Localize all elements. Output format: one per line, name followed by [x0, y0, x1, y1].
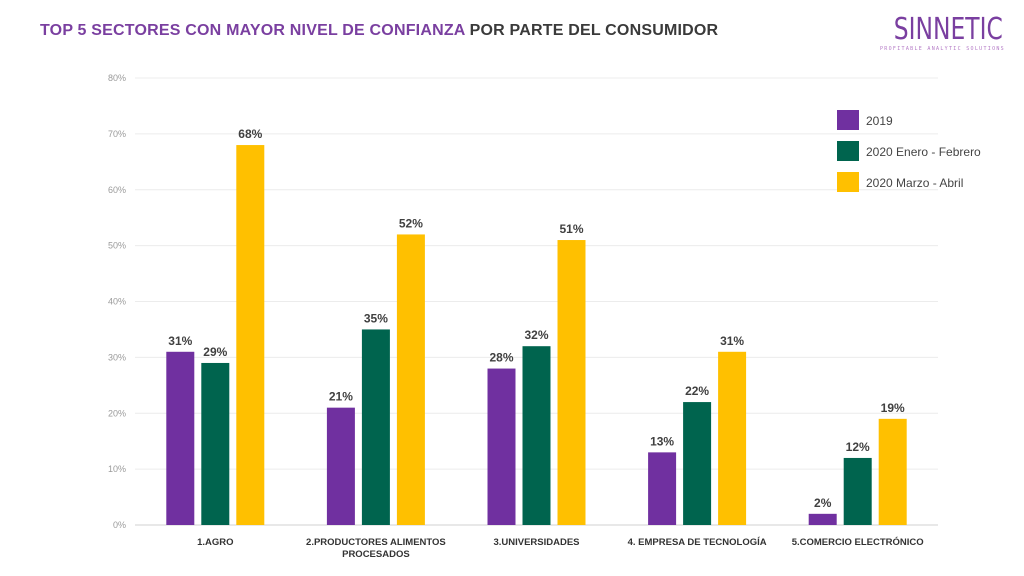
legend-swatch [837, 172, 859, 192]
bars [166, 145, 907, 526]
data-label: 35% [364, 311, 388, 325]
data-label: 31% [168, 334, 192, 348]
bar [718, 351, 747, 525]
data-label: 22% [685, 384, 709, 398]
bar [326, 407, 355, 525]
category-label: 3.UNIVERSIDADES [493, 537, 579, 548]
y-tick-label: 70% [108, 129, 126, 139]
x-axis: 1.AGRO 2.PRODUCTORES ALIMENTOS PROCESADOS 3… [197, 536, 924, 560]
data-label: 32% [524, 328, 548, 342]
y-axis: 0% 10% 20% 30% 40% 50% 60% 70% 80% [108, 73, 126, 530]
y-tick-label: 40% [108, 297, 126, 307]
bar [236, 145, 265, 526]
category-label-line: 5.COMERCIO ELECTRÓNICO [792, 536, 924, 548]
logo-tagline: PROFITABLE ANALYTIC SOLUTIONS [880, 46, 1005, 52]
bar [361, 329, 390, 525]
legend-label: 2020 Marzo - Abril [866, 176, 963, 190]
bar [522, 346, 551, 525]
data-label: 31% [720, 334, 744, 348]
y-tick-label: 50% [108, 241, 126, 251]
y-tick-label: 10% [108, 464, 126, 474]
y-tick-label: 20% [108, 408, 126, 418]
category-label-line: 3.UNIVERSIDADES [493, 537, 579, 548]
data-label: 12% [846, 440, 870, 454]
bar [808, 513, 837, 525]
data-label: 51% [559, 222, 583, 236]
legend-swatch [837, 110, 859, 130]
data-label: 2% [814, 496, 832, 510]
bar [843, 457, 872, 525]
logo-name: SINNETIC [893, 12, 1003, 47]
data-label: 13% [650, 434, 674, 448]
y-tick-label: 0% [113, 520, 126, 530]
data-label: 52% [399, 216, 423, 230]
category-label: 1.AGRO [197, 537, 233, 548]
title-rest: POR PARTE DEL CONSUMIDOR [469, 22, 719, 39]
data-label: 28% [489, 351, 513, 365]
y-tick-label: 60% [108, 185, 126, 195]
category-label-line: 4. EMPRESA DE TECNOLOGÍA [628, 537, 767, 548]
category-label: 4. EMPRESA DE TECNOLOGÍA [628, 537, 767, 548]
legend-label: 2020 Enero - Febrero [866, 145, 981, 159]
category-label: 5.COMERCIO ELECTRÓNICO [792, 536, 924, 548]
data-label: 19% [881, 401, 905, 415]
y-tick-label: 30% [108, 352, 126, 362]
chart-title: TOP 5 SECTORES CON MAYOR NIVEL DE CONFIA… [40, 22, 718, 40]
bar [201, 362, 230, 525]
category-label: 2.PRODUCTORES ALIMENTOS PROCESADOS [306, 537, 446, 560]
bar [683, 402, 712, 525]
bar [878, 418, 907, 525]
data-label: 68% [238, 127, 262, 141]
bar [166, 351, 195, 525]
bar [487, 368, 516, 525]
legend-swatch [837, 141, 859, 161]
bar [648, 452, 677, 525]
legend: 2019 2020 Enero - Febrero 2020 Marzo - Abr… [837, 110, 981, 192]
category-label-line: PROCESADOS [342, 549, 410, 560]
title-highlight: TOP 5 SECTORES CON MAYOR NIVEL DE CONFIA… [40, 22, 465, 39]
data-label: 29% [203, 345, 227, 359]
y-tick-label: 80% [108, 73, 126, 83]
bar [396, 234, 425, 525]
brand-logo: SINNETIC PROFITABLE ANALYTIC SOLUTIONS [880, 10, 1005, 52]
data-label: 21% [329, 390, 353, 404]
data-labels: 31% 29% 68% 21% 35% 52% 28% 32% 51% 13% 22% 31% 2% 12… [168, 127, 905, 510]
category-label-line: 2.PRODUCTORES ALIMENTOS [306, 537, 446, 548]
legend-label: 2019 [866, 114, 893, 128]
category-label-line: 1.AGRO [197, 537, 233, 548]
bar [557, 240, 586, 525]
